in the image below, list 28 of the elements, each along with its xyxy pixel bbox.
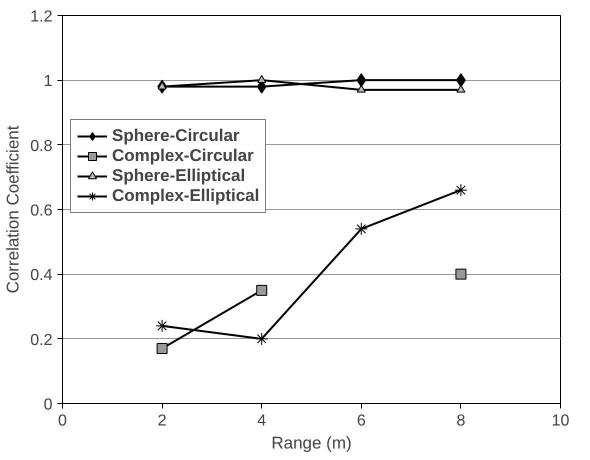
point	[454, 184, 468, 197]
point	[156, 319, 169, 332]
x-tick-label: 0	[58, 412, 68, 430]
legend-label: Complex-Circular	[112, 146, 254, 166]
x-tick-label: 4	[257, 412, 266, 430]
y-axis-title: Correlation Coefficient	[3, 125, 22, 294]
x-tick-label: 8	[456, 412, 466, 430]
point	[255, 332, 268, 346]
y-tick-label: 0.2	[30, 332, 53, 349]
legend-label: Sphere-Circular	[112, 126, 240, 146]
point	[455, 268, 466, 280]
y-tick-label: 0.8	[30, 138, 53, 155]
point	[356, 73, 366, 88]
x-tick-label: 10	[552, 412, 570, 430]
x-tick-label: 6	[356, 412, 366, 430]
x-axis-title: Range (m)	[271, 434, 352, 452]
point	[257, 75, 266, 83]
y-tick-label: 0.4	[30, 267, 53, 284]
y-tick-label: 1.2	[30, 8, 53, 26]
y-tick-label: 0.6	[30, 202, 53, 220]
y-tick-label: 1	[44, 73, 53, 90]
point	[354, 222, 368, 236]
x-tick-label: 2	[158, 412, 167, 430]
point	[256, 284, 268, 296]
point	[156, 343, 168, 354]
legend-label: Sphere-Elliptical	[112, 166, 246, 186]
y-tick-label: 0	[44, 396, 53, 414]
legend-label: Complex-Elliptical	[112, 186, 260, 206]
